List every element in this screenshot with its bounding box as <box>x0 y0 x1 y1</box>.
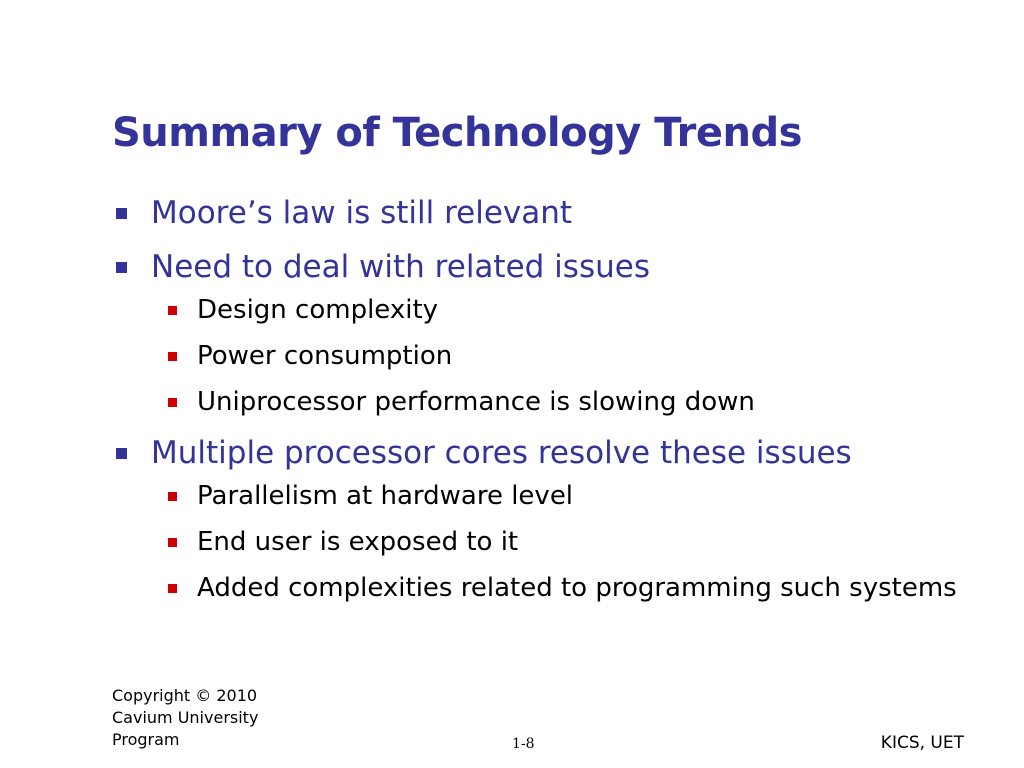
sub-bullet-item: Uniprocessor performance is slowing down <box>151 384 996 420</box>
square-bullet-icon <box>116 448 127 459</box>
sub-bullet-text: Power consumption <box>197 341 453 371</box>
square-bullet-icon <box>168 398 177 407</box>
copyright-line: Copyright © 2010 <box>112 686 258 705</box>
bullet-text: Multiple processor cores resolve these i… <box>151 435 852 471</box>
sub-bullet-list: Parallelism at hardware level End user i… <box>151 478 996 606</box>
bullet-item: Multiple processor cores resolve these i… <box>116 432 996 606</box>
square-bullet-icon <box>168 492 177 501</box>
square-bullet-icon <box>168 584 177 593</box>
sub-bullet-item: Power consumption <box>151 338 996 374</box>
footer-copyright: Copyright © 2010 Cavium University Progr… <box>112 685 312 751</box>
sub-bullet-text: Uniprocessor performance is slowing down <box>197 387 755 417</box>
square-bullet-icon <box>116 208 127 219</box>
copyright-line: Program <box>112 730 180 749</box>
sub-bullet-item: Design complexity <box>151 292 996 328</box>
square-bullet-icon <box>168 538 177 547</box>
page-number: 1-8 <box>512 736 535 752</box>
bullet-item: Need to deal with related issues Design … <box>116 246 996 420</box>
sub-bullet-text: Design complexity <box>197 295 439 325</box>
copyright-line: Cavium University <box>112 708 259 727</box>
sub-bullet-item: Added complexities related to programmin… <box>151 570 996 606</box>
square-bullet-icon <box>168 306 177 315</box>
sub-bullet-text: Parallelism at hardware level <box>197 481 574 511</box>
bullet-list: Moore’s law is still relevant Need to de… <box>116 192 996 618</box>
sub-bullet-text: End user is exposed to it <box>197 527 519 557</box>
footer-org: KICS, UET <box>880 733 964 753</box>
sub-bullet-item: Parallelism at hardware level <box>151 478 996 514</box>
sub-bullet-text: Added complexities related to programmin… <box>197 573 957 603</box>
sub-bullet-item: End user is exposed to it <box>151 524 996 560</box>
bullet-text: Moore’s law is still relevant <box>151 195 573 231</box>
bullet-text: Need to deal with related issues <box>151 249 650 285</box>
bullet-item: Moore’s law is still relevant <box>116 192 996 234</box>
sub-bullet-list: Design complexity Power consumption Unip… <box>151 292 996 420</box>
slide-title: Summary of Technology Trends <box>112 110 802 156</box>
square-bullet-icon <box>168 352 177 361</box>
square-bullet-icon <box>116 262 127 273</box>
